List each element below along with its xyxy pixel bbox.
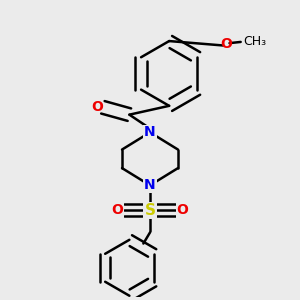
Text: N: N (144, 125, 156, 139)
Text: O: O (112, 203, 124, 218)
Text: O: O (220, 37, 232, 51)
Text: CH₃: CH₃ (243, 35, 266, 48)
Text: S: S (145, 203, 155, 218)
Text: N: N (144, 178, 156, 192)
Text: O: O (176, 203, 188, 218)
Text: O: O (91, 100, 103, 114)
